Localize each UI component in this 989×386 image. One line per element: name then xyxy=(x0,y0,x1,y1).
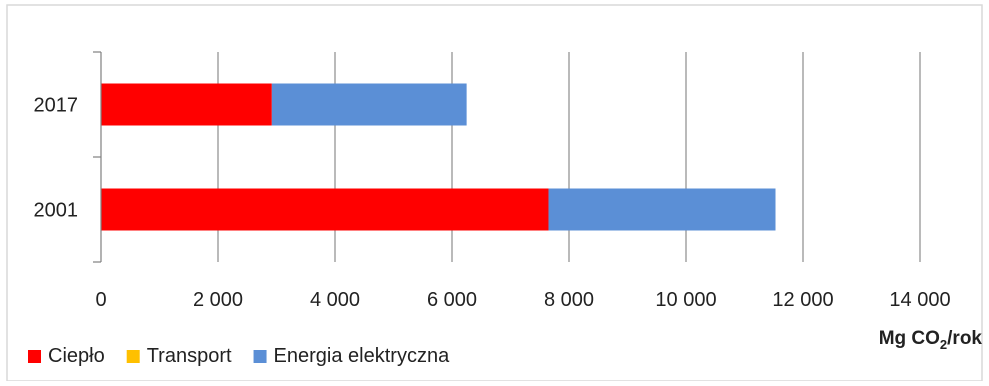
legend: Ciepło Transport Energia elektryczna xyxy=(28,345,450,367)
x-tick-label: 4 000 xyxy=(310,289,360,311)
x-tick-label: 10 000 xyxy=(655,289,716,311)
x-axis-title: Mg CO2/rok xyxy=(879,328,983,352)
axes xyxy=(93,51,102,263)
bar-segment xyxy=(101,188,549,231)
legend-label: Energia elektryczna xyxy=(274,345,451,367)
x-tick-label: 12 000 xyxy=(772,289,833,311)
bar-segment xyxy=(101,83,272,126)
x-tick-label: 8 000 xyxy=(544,289,594,311)
x-tick-label: 6 000 xyxy=(427,289,477,311)
bar-segment xyxy=(271,83,467,126)
x-tick-label: 2 000 xyxy=(193,289,243,311)
legend-swatch xyxy=(28,350,41,363)
tick-labels: 0 2 000 4 000 6 000 8 000 10 000 12 000 14 000 2… xyxy=(34,95,951,312)
bar-segment xyxy=(548,188,776,231)
category-label: 2001 xyxy=(34,200,79,222)
bars xyxy=(101,83,776,231)
legend-label: Ciepło xyxy=(48,345,105,367)
legend-swatch xyxy=(253,350,267,363)
x-tick-label: 0 xyxy=(95,289,106,311)
x-tick-label: 14 000 xyxy=(889,289,950,311)
legend-label: Transport xyxy=(147,345,232,367)
legend-swatch xyxy=(126,350,140,363)
category-label: 2017 xyxy=(34,95,79,117)
